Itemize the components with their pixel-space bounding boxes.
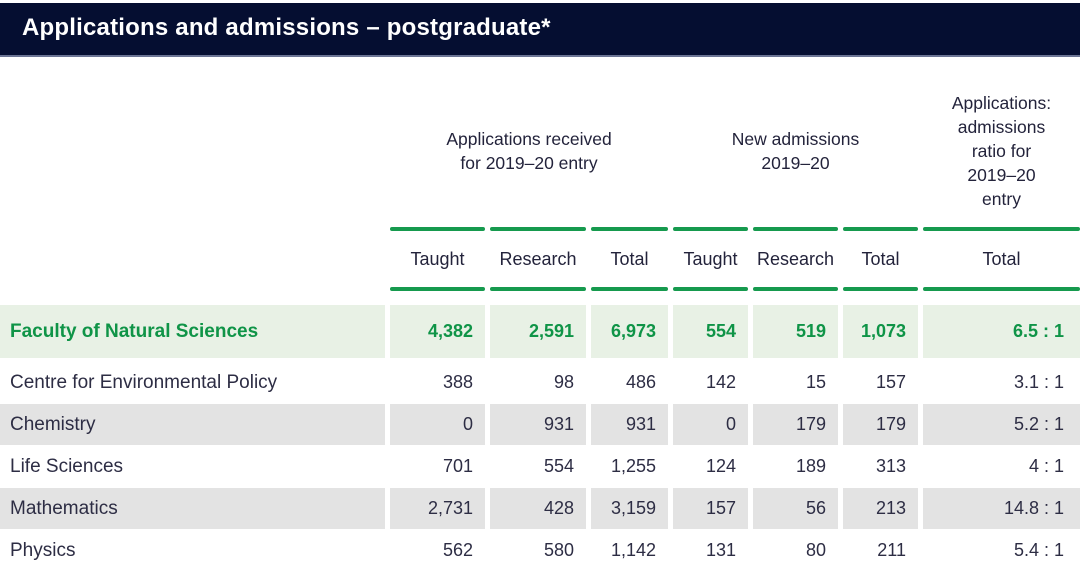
cell-total-admissions: 313 <box>875 456 906 476</box>
column-group-ratio: Applications: admissions ratio for 2019–… <box>951 92 1052 210</box>
header-spacer <box>0 231 385 287</box>
cell-total-admissions: 157 <box>875 372 906 392</box>
cell-research-applications: 931 <box>490 404 586 445</box>
cell-total-applications: 3,159 <box>591 488 668 529</box>
green-rule <box>843 287 918 291</box>
green-rule <box>591 287 668 291</box>
cell-total-applications: 931 <box>591 404 668 445</box>
column-header-taught-admissions: Taught <box>683 248 738 269</box>
table-row: Life Sciences 701 554 1,255 124 189 313 … <box>0 446 1080 487</box>
row-label: Faculty of Natural Sciences <box>0 305 385 358</box>
column-group-new-admissions: New admissions 2019–20 <box>731 128 860 173</box>
cell-taught-applications: 2,731 <box>390 488 485 529</box>
green-rule <box>673 287 748 291</box>
group-underline-row <box>0 227 1080 231</box>
cell-taught-applications: 562 <box>442 540 473 560</box>
green-rule <box>490 227 586 231</box>
table-row: Chemistry 0 931 931 0 179 179 5.2 : 1 <box>0 404 1080 445</box>
page-title: Applications and admissions – postgradua… <box>22 14 551 41</box>
green-rule <box>673 227 748 231</box>
cell-research-applications: 428 <box>490 488 586 529</box>
cell-total-admissions: 211 <box>877 540 906 560</box>
cell-taught-admissions: 124 <box>705 456 736 476</box>
cell-research-admissions: 179 <box>753 404 838 445</box>
cell-applications-admissions-ratio: 3.1 : 1 <box>1013 372 1064 392</box>
table-row: Physics 562 580 1,142 131 80 211 5.4 : 1 <box>0 530 1080 571</box>
green-rule <box>923 227 1080 231</box>
row-label: Centre for Environmental Policy <box>10 371 278 393</box>
cell-taught-applications: 4,382 <box>390 305 485 358</box>
cell-applications-admissions-ratio: 4 : 1 <box>1028 456 1064 476</box>
column-group-applications-received: Applications received for 2019–20 entry <box>446 128 612 173</box>
column-header-research-admissions: Research <box>756 248 835 269</box>
title-bar: Applications and admissions – postgradua… <box>0 3 1080 57</box>
cell-total-applications: 6,973 <box>591 305 668 358</box>
column-header-total-applications: Total <box>610 248 649 269</box>
cell-research-admissions: 80 <box>805 540 826 560</box>
subheader-underline-row <box>0 287 1080 291</box>
column-header-research-applications: Research <box>499 248 577 269</box>
table-row: Mathematics 2,731 428 3,159 157 56 213 1… <box>0 488 1080 529</box>
green-rule <box>753 227 838 231</box>
cell-applications-admissions-ratio: 14.8 : 1 <box>923 488 1080 529</box>
cell-taught-admissions: 554 <box>673 305 748 358</box>
table-row-faculty-total: Faculty of Natural Sciences 4,382 2,591 … <box>0 305 1080 358</box>
cell-research-admissions: 189 <box>795 456 826 476</box>
column-header-total-ratio: Total <box>982 248 1021 269</box>
cell-taught-admissions: 0 <box>673 404 748 445</box>
row-label: Physics <box>10 539 76 561</box>
cell-taught-applications: 388 <box>442 372 473 392</box>
cell-taught-applications: 701 <box>442 456 473 476</box>
cell-total-admissions: 179 <box>843 404 918 445</box>
green-rule <box>390 287 485 291</box>
cell-research-admissions: 519 <box>753 305 838 358</box>
green-rule <box>490 287 586 291</box>
cell-research-admissions: 15 <box>805 372 826 392</box>
green-rule <box>390 227 485 231</box>
green-rule <box>591 227 668 231</box>
cell-research-applications: 2,591 <box>490 305 586 358</box>
column-group-header-row: Applications received for 2019–20 entry … <box>0 81 1080 221</box>
cell-research-applications: 554 <box>543 456 574 476</box>
cell-research-admissions: 56 <box>753 488 838 529</box>
column-header-taught-applications: Taught <box>410 248 465 269</box>
cell-taught-admissions: 142 <box>705 372 736 392</box>
row-label: Mathematics <box>0 488 385 529</box>
header-spacer <box>0 81 385 221</box>
table-row: Centre for Environmental Policy 388 98 4… <box>0 362 1080 403</box>
cell-total-applications: 486 <box>625 372 656 392</box>
cell-applications-admissions-ratio: 5.4 : 1 <box>1013 540 1064 560</box>
cell-taught-admissions: 131 <box>705 540 736 560</box>
green-rule <box>843 227 918 231</box>
cell-taught-admissions: 157 <box>673 488 748 529</box>
cell-taught-applications: 0 <box>390 404 485 445</box>
column-header-total-admissions: Total <box>861 248 900 269</box>
row-label: Life Sciences <box>10 455 124 477</box>
cell-total-applications: 1,255 <box>610 456 656 476</box>
cell-total-admissions: 213 <box>843 488 918 529</box>
column-header-row: Taught Research Total Taught Research To… <box>0 231 1080 287</box>
cell-applications-admissions-ratio: 5.2 : 1 <box>923 404 1080 445</box>
cell-total-admissions: 1,073 <box>843 305 918 358</box>
cell-total-applications: 1,142 <box>610 540 656 560</box>
row-label: Chemistry <box>0 404 385 445</box>
green-rule <box>753 287 838 291</box>
cell-research-applications: 580 <box>543 540 574 560</box>
cell-research-applications: 98 <box>553 372 574 392</box>
cell-applications-admissions-ratio: 6.5 : 1 <box>923 305 1080 358</box>
green-rule <box>923 287 1080 291</box>
